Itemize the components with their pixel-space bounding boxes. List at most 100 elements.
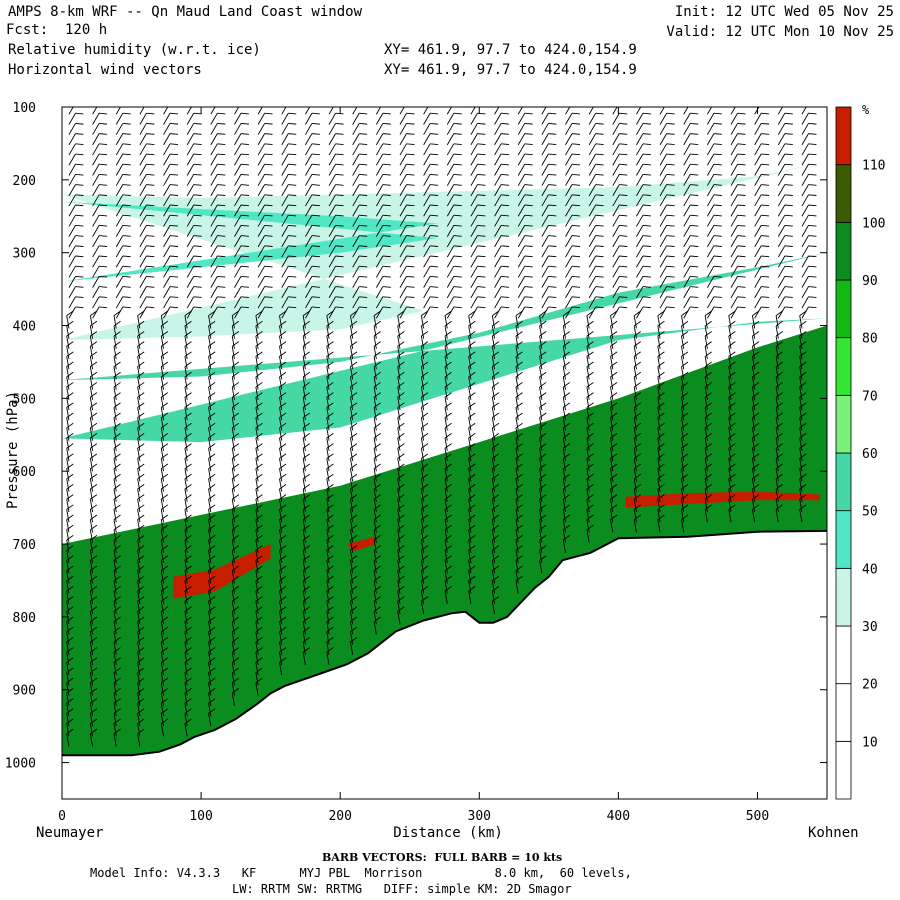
wind-barb-staff (184, 519, 188, 533)
wind-barb-staff (160, 580, 164, 594)
wind-barb-flag (161, 626, 169, 633)
wind-barb-staff (704, 488, 708, 502)
wind-barb-flag (397, 443, 405, 449)
wind-barb-flag (137, 463, 145, 469)
wind-barb-flag (66, 698, 74, 704)
wind-barb-staff (706, 245, 715, 258)
wind-barb-flag (169, 143, 179, 145)
wind-barb-flag (335, 286, 344, 288)
wind-barb-staff (302, 366, 306, 380)
wind-barb (184, 392, 192, 411)
wind-barb-flag (169, 173, 179, 176)
wind-barb-flag (161, 412, 169, 418)
wind-barb-flag (122, 184, 131, 186)
wind-barb-flag (279, 504, 287, 510)
wind-barb (801, 214, 817, 227)
wind-barb-flag (492, 331, 500, 337)
wind-barb-flag (335, 112, 344, 115)
wind-barb (234, 245, 249, 258)
wind-barb-staff (659, 174, 667, 186)
wind-barb-staff (728, 386, 732, 400)
wind-barb (754, 204, 770, 217)
wind-barb (444, 433, 452, 451)
wind-barb (470, 214, 486, 227)
wind-barb (184, 320, 192, 339)
wind-barb (586, 443, 594, 462)
wind-barb-flag (326, 412, 334, 418)
wind-barb-staff (184, 570, 188, 584)
wind-barb (706, 112, 722, 125)
wind-barb-staff (279, 458, 283, 472)
wind-barb (373, 616, 381, 635)
wind-barb-flag (752, 382, 760, 388)
wind-barb-staff (375, 245, 384, 258)
wind-barb (728, 443, 736, 462)
wind-barb-flag (90, 473, 98, 480)
wind-barb-staff (562, 417, 566, 431)
wind-barb-flag (66, 708, 74, 714)
wind-barb-flag (492, 524, 500, 531)
wind-barb-flag (350, 626, 358, 633)
wind-barb (186, 153, 202, 166)
wind-barb-flag (713, 296, 722, 298)
wind-barb-staff (444, 325, 448, 339)
wind-barb-flag (302, 341, 310, 347)
wind-barb-flag (690, 133, 699, 135)
wind-barb-flag (169, 112, 179, 115)
wind-barb (184, 545, 192, 564)
wind-barb-staff (302, 417, 306, 431)
wind-barb-staff (255, 621, 259, 635)
wind-barb-flag (713, 122, 722, 125)
wind-barb-staff (610, 407, 614, 421)
wind-barb (728, 351, 736, 370)
wind-barb (139, 143, 155, 156)
wind-barb (139, 235, 155, 248)
wind-barb-staff (777, 245, 786, 258)
wind-barb-flag (90, 453, 98, 459)
wind-barb-staff (375, 194, 384, 207)
wind-barb (751, 433, 760, 451)
wind-barb (562, 331, 571, 349)
wind-barb-staff (420, 590, 425, 604)
wind-barb-flag (453, 275, 462, 278)
wind-barb-flag (184, 637, 192, 643)
wind-barb (208, 688, 216, 706)
wind-barb (279, 422, 287, 441)
wind-barb (683, 112, 699, 125)
wind-barb-staff (184, 499, 188, 513)
wind-barb (683, 173, 699, 186)
wind-barb-staff (706, 265, 715, 278)
wind-barb (612, 204, 628, 217)
wind-barb-staff (633, 448, 637, 462)
wind-barb-staff (397, 550, 401, 564)
wind-barb-staff (636, 225, 644, 237)
wind-barb (66, 637, 74, 655)
wind-barb-staff (255, 570, 259, 584)
wind-barb-flag (90, 535, 98, 541)
wind-barb-flag (302, 453, 310, 459)
wind-barb-staff (397, 590, 401, 604)
wind-barb (137, 708, 145, 727)
wind-barb-staff (66, 417, 70, 431)
wind-barb-flag (784, 153, 793, 156)
x-tick-label: 0 (58, 809, 66, 824)
wind-barb (612, 296, 628, 309)
wind-barb-flag (113, 361, 121, 367)
wind-barb-flag (137, 606, 145, 612)
wind-barb-staff (326, 580, 330, 594)
wind-barb-flag (161, 514, 169, 520)
wind-barb (517, 173, 533, 186)
wind-barb-staff (349, 631, 354, 645)
wind-barb (163, 265, 179, 278)
wind-barb (302, 392, 310, 411)
wind-barb-flag (642, 296, 651, 298)
wind-barb-staff (470, 214, 478, 227)
model-info-line-1: Model Info: V4.3.3 KF MYJ PBL Morrison 8… (90, 866, 632, 880)
wind-barb-staff (66, 335, 70, 349)
wind-barb (257, 133, 273, 146)
wind-barb-staff (565, 112, 573, 125)
wind-barb (231, 453, 240, 472)
wind-barb-staff (751, 417, 756, 431)
wind-barb-staff (517, 235, 526, 248)
wind-barb-staff (352, 153, 360, 166)
